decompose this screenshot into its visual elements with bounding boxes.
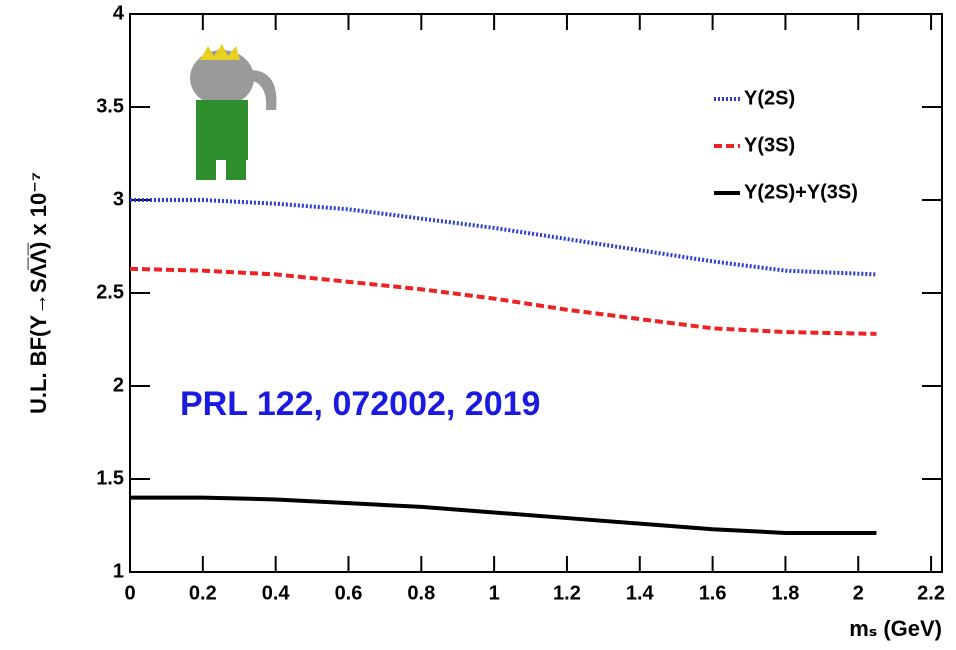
y-tick-label: 3.5 bbox=[96, 95, 124, 117]
y-axis-label: U.L. BF(Υ→SΛ̅Λ̅) x 10⁻⁷ bbox=[26, 172, 51, 414]
x-tick-label: 1.8 bbox=[772, 582, 800, 604]
x-tick-label: 1.2 bbox=[553, 582, 581, 604]
y-tick-label: 2.5 bbox=[96, 281, 124, 303]
x-tick-label: 0.2 bbox=[189, 582, 217, 604]
plot-frame bbox=[130, 14, 942, 572]
x-tick-label: 1 bbox=[489, 582, 500, 604]
legend-label: Υ(2S) bbox=[744, 87, 795, 109]
series-line bbox=[130, 498, 876, 533]
y-tick-label: 1.5 bbox=[96, 467, 124, 489]
chart: U.L. BF(Υ→SΛ̅Λ̅) x 10⁻⁷ mₛ (GeV) PRL 122… bbox=[0, 0, 956, 650]
y-tick-label: 2 bbox=[113, 374, 124, 396]
x-axis-label: mₛ (GeV) bbox=[849, 616, 942, 641]
x-tick-label: 2 bbox=[853, 582, 864, 604]
legend-label: Υ(3S) bbox=[744, 134, 795, 156]
x-tick-label: 1.4 bbox=[626, 582, 655, 604]
x-tick-label: 2.2 bbox=[917, 582, 945, 604]
x-tick-label: 0.8 bbox=[407, 582, 435, 604]
y-tick-label: 4 bbox=[113, 2, 125, 24]
x-tick-label: 0 bbox=[124, 582, 135, 604]
logo bbox=[190, 44, 276, 180]
annotation: PRL 122, 072002, 2019 bbox=[180, 385, 540, 423]
series-line bbox=[130, 200, 876, 274]
x-tick-label: 1.6 bbox=[699, 582, 727, 604]
legend-label: Υ(2S)+Υ(3S) bbox=[744, 181, 858, 203]
series-line bbox=[130, 269, 876, 334]
y-tick-label: 3 bbox=[113, 188, 124, 210]
x-tick-label: 0.4 bbox=[262, 582, 291, 604]
x-tick-label: 0.6 bbox=[335, 582, 363, 604]
y-tick-label: 1 bbox=[113, 560, 124, 582]
